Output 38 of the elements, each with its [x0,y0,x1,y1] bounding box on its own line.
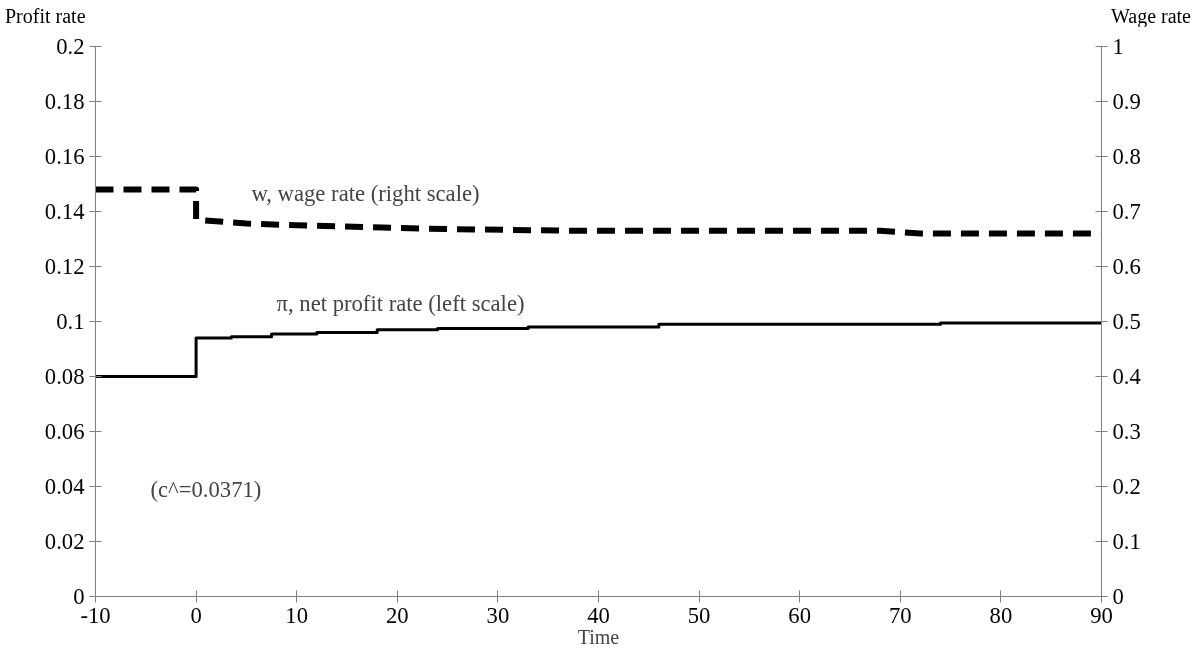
y2-tick-label: 0.3 [1112,419,1141,444]
y-tick-label: 0.14 [44,199,85,224]
y2-tick-label: 0.4 [1112,364,1141,389]
y2-tick-label: 0.9 [1112,89,1141,114]
y2-tick-label: 0.1 [1112,529,1141,554]
y-tick-label: 0.02 [44,529,85,554]
y2-tick-label: 0.7 [1112,199,1141,224]
x-axis-title: Time [577,625,620,648]
series-label: w, wage rate (right scale) [251,180,480,206]
y-tick-label: 0 [73,584,85,609]
x-tick-label: 10 [285,602,309,628]
x-tick-label: 70 [888,602,912,628]
x-tick-label: 50 [687,602,711,628]
y-tick-label: 0.2 [56,34,85,59]
annotation: (c^=0.0371) [150,476,262,502]
y-tick-label: 0.08 [44,364,85,389]
y2-tick-label: 1 [1112,34,1124,59]
y2-axis-title: Wage rate [1111,4,1191,29]
y-tick-label: 0.18 [44,89,85,114]
x-tick-label: 60 [788,602,812,628]
y-tick-label: 0.12 [44,254,85,279]
y-tick-label: 0.04 [44,474,85,499]
y-tick-label: 0.1 [56,309,85,334]
x-tick-label: 80 [989,602,1013,628]
y2-tick-label: 0.2 [1112,474,1141,499]
x-tick-label: 20 [385,602,409,628]
x-tick-label: 0 [190,602,202,628]
series-label: π, net profit rate (left scale) [276,290,525,316]
x-tick-label: 30 [486,602,510,628]
y2-tick-label: 0.6 [1112,254,1141,279]
x-tick-label: 40 [587,602,610,628]
x-tick-label: 90 [1090,602,1113,628]
y2-tick-label: 0.5 [1112,309,1141,334]
y-tick-label: 0.16 [44,144,85,169]
y2-tick-label: 0.8 [1112,144,1141,169]
y-axis-title: Profit rate [5,4,86,29]
y2-tick-label: 0 [1112,584,1124,609]
y-tick-label: 0.06 [44,419,85,444]
